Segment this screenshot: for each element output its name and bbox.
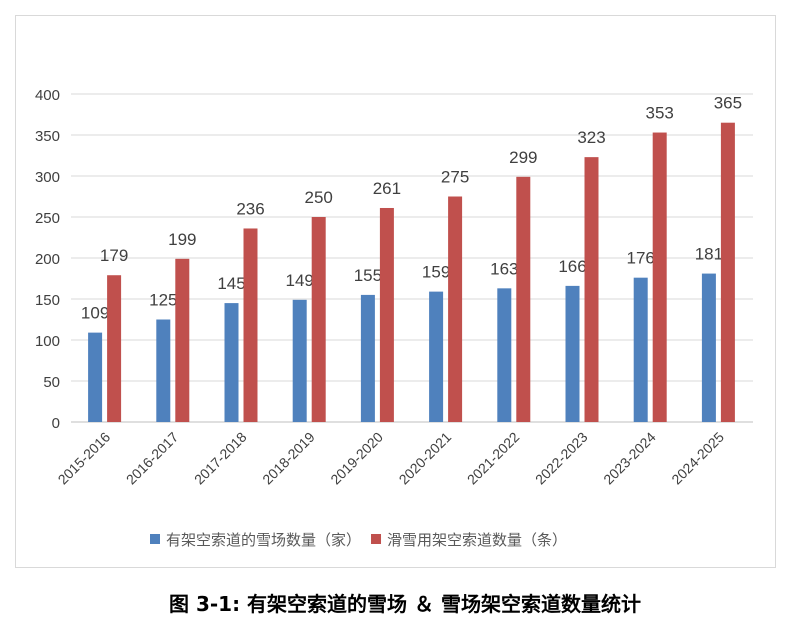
bar-lifts [243, 228, 258, 422]
y-tick-label: 50 [43, 374, 60, 391]
data-label: 199 [168, 230, 196, 249]
x-tick-label: 2023-2024 [600, 429, 659, 488]
bar-lifts [379, 207, 394, 422]
data-label: 159 [422, 263, 450, 282]
data-label: 166 [558, 257, 586, 276]
bar-lifts [175, 258, 190, 422]
bar-resorts [565, 285, 580, 422]
data-label: 365 [714, 94, 742, 113]
y-tick-label: 350 [35, 128, 60, 145]
bar-lifts [448, 196, 463, 422]
legend-swatch [150, 534, 160, 544]
bar-resorts [224, 303, 239, 422]
data-label: 179 [100, 246, 128, 265]
data-label: 163 [490, 259, 518, 278]
data-label: 109 [81, 304, 109, 323]
bar-lifts [311, 217, 326, 422]
x-tick-label: 2016-2017 [123, 429, 182, 488]
legend-label: 滑雪用架空索道数量（条） [387, 531, 567, 549]
data-label: 181 [695, 245, 723, 264]
x-tick-label: 2018-2019 [259, 429, 318, 488]
bar-resorts [292, 299, 307, 422]
bar-resorts [88, 332, 103, 422]
data-label: 145 [217, 274, 245, 293]
bar-resorts [633, 277, 648, 422]
bar-lifts [584, 157, 599, 422]
bar-lifts [516, 176, 531, 422]
y-tick-label: 200 [35, 251, 60, 268]
bar-resorts [360, 294, 375, 422]
x-tick-label: 2017-2018 [191, 429, 250, 488]
bar-lifts [107, 275, 122, 422]
data-label: 155 [354, 266, 382, 285]
data-label: 176 [627, 249, 655, 268]
x-tick-label: 2019-2020 [327, 429, 386, 488]
data-label: 323 [577, 128, 605, 147]
x-tick-label: 2015-2016 [55, 429, 114, 488]
bar-resorts [497, 288, 512, 422]
bar-resorts [701, 273, 716, 422]
bar-chart: 0 50 100 150 200 250 300 350 400 2015-2016 109 179 2… [35, 87, 753, 549]
x-tick-label: 2020-2021 [396, 429, 455, 488]
data-label: 125 [149, 291, 177, 310]
x-tick-label: 2021-2022 [464, 429, 523, 488]
bar-resorts [429, 291, 444, 422]
y-tick-label: 300 [35, 169, 60, 186]
y-tick-label: 400 [35, 87, 60, 104]
y-tick-label: 100 [35, 333, 60, 350]
data-label: 275 [441, 168, 469, 187]
bar-lifts [652, 132, 667, 423]
data-label: 353 [646, 104, 674, 123]
bar-resorts [156, 319, 171, 422]
data-label: 236 [236, 199, 264, 218]
data-label: 250 [305, 188, 333, 207]
y-tick-label: 250 [35, 210, 60, 227]
data-label: 299 [509, 148, 537, 167]
bar-lifts [720, 122, 735, 422]
x-tick-label: 2024-2025 [668, 429, 727, 488]
chart-frame [15, 15, 776, 568]
x-tick-label: 2022-2023 [532, 429, 591, 488]
y-tick-label: 150 [35, 292, 60, 309]
legend-label: 有架空索道的雪场数量（家） [166, 531, 361, 549]
y-tick-label: 0 [52, 415, 60, 432]
legend-swatch [371, 534, 382, 544]
chart-title: 图 3-1: 有架空索道的雪场 ＆ 雪场架空索道数量统计 [169, 592, 641, 616]
data-label: 261 [373, 179, 401, 198]
data-label: 149 [286, 271, 314, 290]
